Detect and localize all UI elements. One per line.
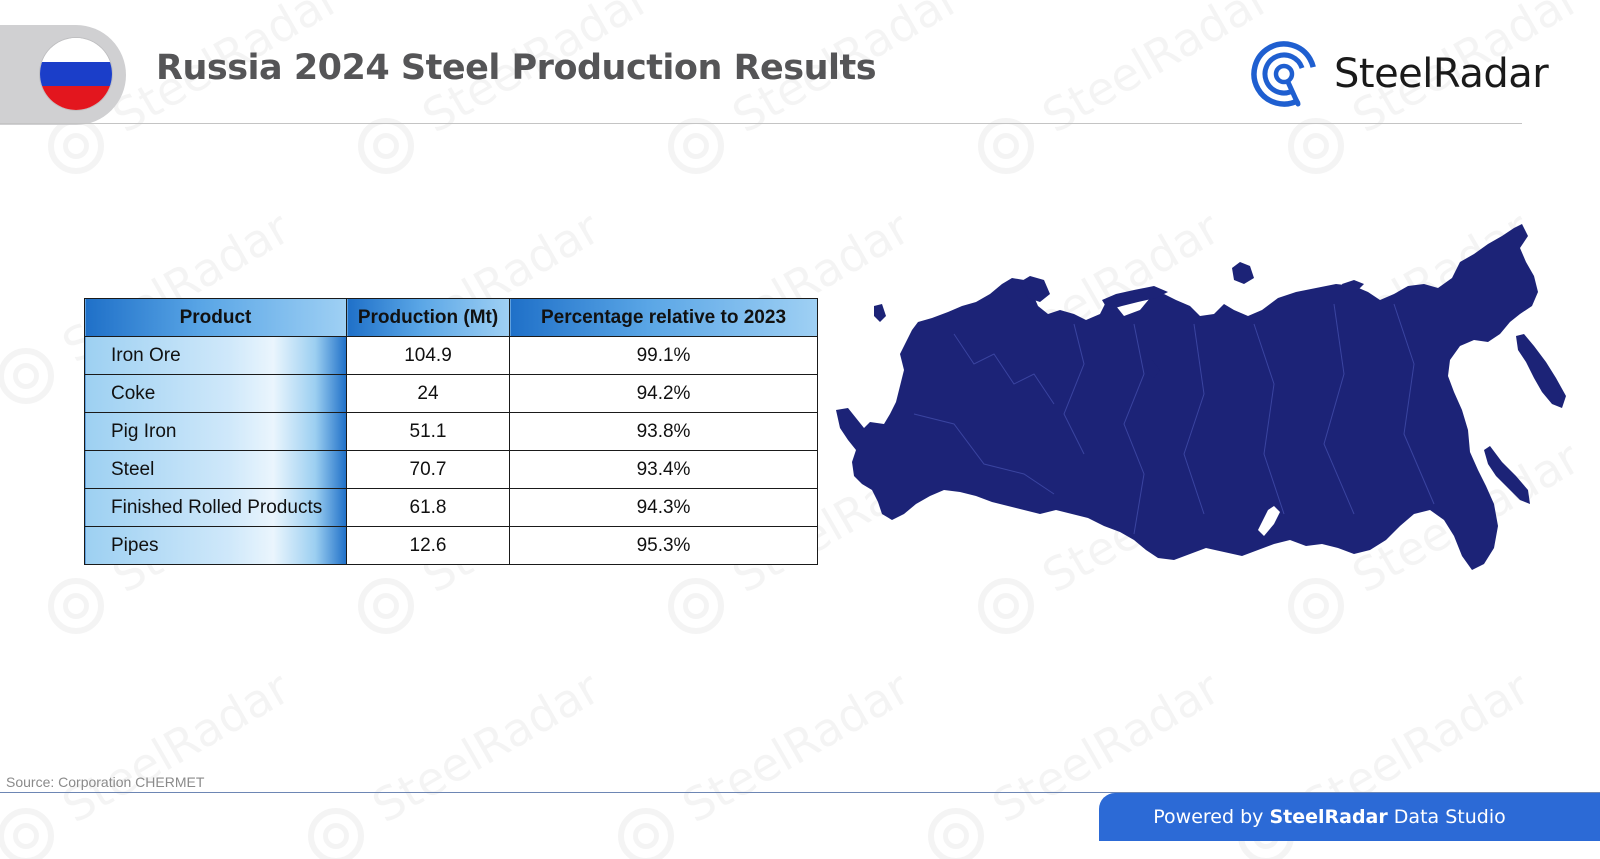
watermark-radar-icon — [668, 578, 724, 634]
product-cell: Pig Iron — [84, 412, 347, 451]
product-cell: Finished Rolled Products — [84, 488, 347, 527]
footer-band: Powered by SteelRadar Data Studio — [1099, 793, 1600, 841]
production-cell: 104.9 — [346, 336, 510, 375]
watermark-text: SteelRadar — [53, 661, 298, 834]
page-title: Russia 2024 Steel Production Results — [156, 48, 877, 88]
product-cell: Iron Ore — [84, 336, 347, 375]
production-cell: 61.8 — [346, 488, 510, 527]
source-note: Source: Corporation CHERMET — [6, 774, 205, 790]
percentage-cell: 93.4% — [509, 450, 818, 489]
product-cell: Pipes — [84, 526, 347, 565]
steelradar-logo: SteelRadar — [1248, 38, 1549, 110]
percentage-cell: 93.8% — [509, 412, 818, 451]
watermark-radar-icon — [978, 118, 1034, 174]
percentage-cell: 94.3% — [509, 488, 818, 527]
product-cell: Coke — [84, 374, 347, 413]
production-cell: 12.6 — [346, 526, 510, 565]
column-header-production: Production (Mt) — [346, 298, 510, 337]
footer-divider — [0, 792, 1600, 793]
table-row: Steel 70.7 93.4% — [84, 450, 818, 489]
watermark-radar-icon — [48, 118, 104, 174]
column-header-percentage: Percentage relative to 2023 — [509, 298, 818, 337]
watermark-text: SteelRadar — [1033, 0, 1278, 143]
production-table: Product Production (Mt) Percentage relat… — [84, 298, 818, 565]
logo-text: SteelRadar — [1334, 51, 1549, 97]
radar-logo-icon — [1251, 41, 1317, 107]
watermark-radar-icon — [358, 118, 414, 174]
russia-flag-icon — [40, 38, 112, 110]
watermark-radar-icon — [358, 578, 414, 634]
footer-suffix: Data Studio — [1393, 806, 1506, 828]
watermark-radar-icon — [1288, 118, 1344, 174]
production-cell: 70.7 — [346, 450, 510, 489]
table-header-row: Product Production (Mt) Percentage relat… — [84, 298, 818, 337]
watermark-radar-icon — [928, 808, 984, 859]
table-row: Pipes 12.6 95.3% — [84, 526, 818, 565]
header-divider — [0, 123, 1522, 124]
column-header-product: Product — [84, 298, 347, 337]
table-row: Pig Iron 51.1 93.8% — [84, 412, 818, 451]
production-cell: 24 — [346, 374, 510, 413]
watermark-radar-icon — [48, 578, 104, 634]
table-row: Finished Rolled Products 61.8 94.3% — [84, 488, 818, 527]
watermark-radar-icon — [1288, 578, 1344, 634]
watermark-text: SteelRadar — [673, 661, 918, 834]
percentage-cell: 94.2% — [509, 374, 818, 413]
table-row: Iron Ore 104.9 99.1% — [84, 336, 818, 375]
product-cell: Steel — [84, 450, 347, 489]
watermark-radar-icon — [618, 808, 674, 859]
russia-map — [836, 224, 1566, 570]
watermark-radar-icon — [308, 808, 364, 859]
watermark-text: SteelRadar — [363, 661, 608, 834]
table-row: Coke 24 94.2% — [84, 374, 818, 413]
footer-prefix: Powered by — [1153, 806, 1264, 828]
watermark-radar-icon — [978, 578, 1034, 634]
production-cell: 51.1 — [346, 412, 510, 451]
percentage-cell: 99.1% — [509, 336, 818, 375]
watermark-radar-icon — [0, 348, 54, 404]
watermark-radar-icon — [0, 808, 54, 859]
footer-brand: SteelRadar — [1269, 806, 1388, 828]
percentage-cell: 95.3% — [509, 526, 818, 565]
watermark-radar-icon — [668, 118, 724, 174]
